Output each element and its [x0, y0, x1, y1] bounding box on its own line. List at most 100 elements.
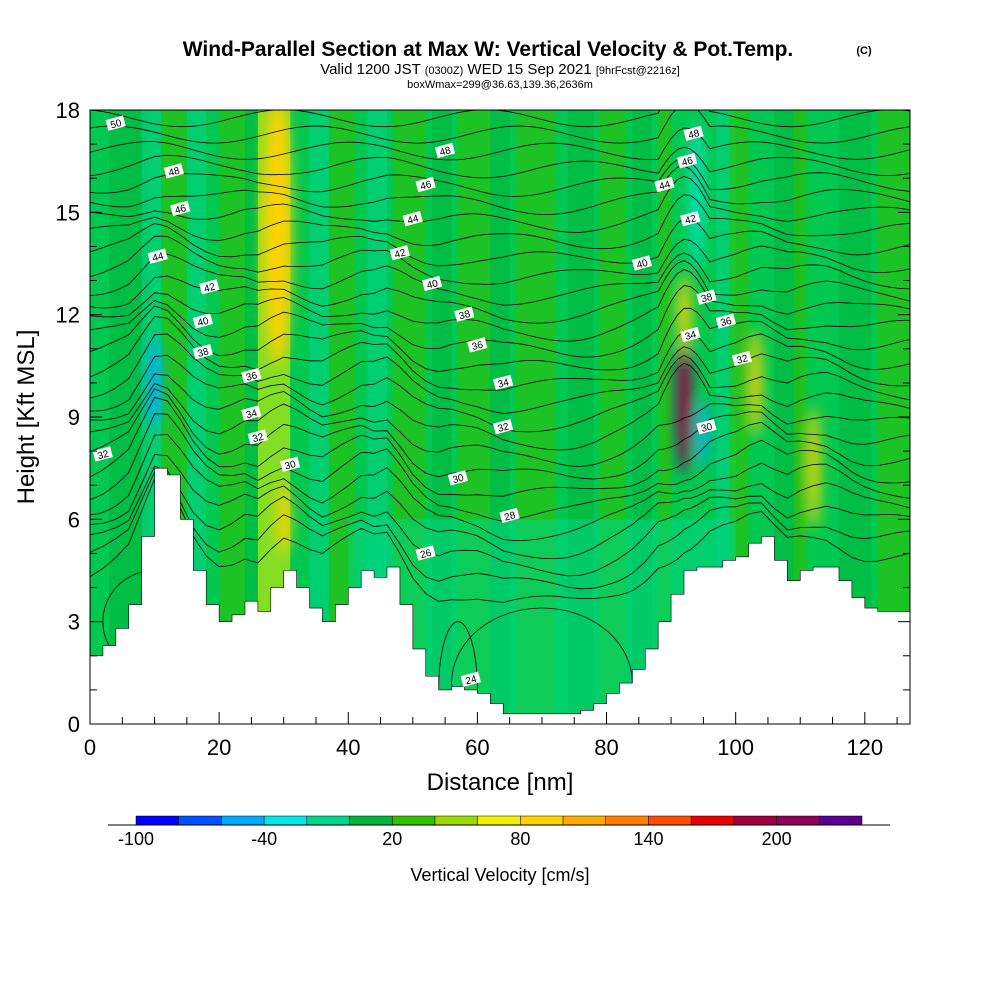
y-tick-label: 15 [56, 200, 80, 225]
colorbar-swatch [819, 815, 863, 826]
theta-contour-label: 32 [92, 446, 113, 463]
theta-contour-label-text: 30 [284, 459, 298, 473]
theta-contour [90, 383, 910, 467]
theta-contour [90, 158, 910, 197]
theta-contour-label: 24 [460, 671, 481, 688]
theta-contour-label-text: 46 [681, 155, 695, 169]
theta-contour-label: 36 [241, 367, 262, 384]
velocity-bands [109, 110, 910, 724]
theta-contour-label-text: 42 [393, 247, 407, 261]
theta-contour-label-text: 40 [636, 258, 650, 272]
theta-contour [90, 110, 910, 144]
theta-contour-label-text: 32 [96, 449, 110, 463]
colorbar-swatch [349, 815, 393, 826]
theta-contour-label: 30 [447, 470, 469, 486]
theta-contour-labels: 50 48 46 44 42 40 38 36 34 32 32 30 48 46 44 42 40 38 36 34… [92, 115, 753, 688]
theta-contour-label: 38 [454, 306, 475, 323]
velocity-band [309, 110, 329, 724]
terrain-fill [90, 467, 910, 724]
colorbar-tick-label: 140 [633, 829, 663, 849]
theta-contour-label-text: 34 [245, 408, 259, 422]
theta-contour-label: 36 [715, 313, 736, 329]
theta-contour [90, 316, 910, 391]
x-tick-label: 100 [717, 735, 754, 760]
theta-contour [90, 478, 910, 603]
theta-contour-label: 42 [199, 279, 220, 295]
theta-contour [90, 217, 910, 267]
theta-contour-label-text: 48 [439, 145, 453, 159]
theta-contour [90, 269, 910, 342]
theta-contour [90, 396, 910, 497]
theta-contour-label: 40 [631, 255, 653, 272]
colorbar-tick-label: 20 [382, 829, 402, 849]
theta-contour-label: 44 [402, 211, 423, 227]
theta-contour-label-text: 30 [700, 421, 714, 435]
theta-contour-label-text: 44 [658, 179, 672, 193]
theta-contour-label: 32 [247, 429, 268, 446]
colorbar-label: Vertical Velocity [cm/s] [410, 865, 589, 885]
x-axis: 0 20 40 60 80 100 120 [84, 712, 898, 760]
subtitle-valid: Valid 1200 JST [320, 61, 420, 78]
theta-contour-label: 38 [696, 289, 717, 306]
colorbar: -100 -40 20 80 140 200 [108, 815, 890, 849]
theta-contour-label-text: 40 [426, 278, 440, 292]
y-tick-label: 3 [68, 610, 80, 635]
theta-contour-label-text: 38 [700, 292, 714, 306]
theta-contour-label: 48 [434, 142, 456, 159]
colorbar-swatch [520, 815, 564, 826]
velocity-feature [691, 120, 703, 271]
theta-contour [90, 285, 910, 358]
theta-contour [90, 194, 910, 250]
theta-contour [90, 252, 910, 306]
x-tick-label: 20 [207, 735, 231, 760]
theta-contour-label: 48 [163, 163, 184, 179]
x-tick-label: 120 [846, 735, 883, 760]
colorbar-tick-label: 80 [510, 829, 530, 849]
y-tick-label: 9 [68, 405, 80, 430]
theta-contour-label-text: 50 [109, 118, 123, 132]
plot-area: 50 48 46 44 42 40 38 36 34 32 32 30 48 46 44 42 40 38 36 34… [90, 110, 910, 724]
theta-contour-label: 32 [731, 350, 753, 367]
y-tick-label: 18 [56, 98, 80, 123]
theta-contour-label: 48 [683, 125, 704, 142]
theta-contour-label: 50 [105, 115, 126, 132]
theta-contour-label: 46 [676, 153, 698, 169]
theta-contours [90, 110, 910, 724]
theta-contour-label: 44 [147, 248, 168, 264]
theta-contour [90, 235, 910, 285]
theta-contour-label: 36 [467, 337, 488, 353]
theta-contour-label-text: 36 [471, 339, 485, 353]
colorbar-swatch [306, 815, 350, 826]
chart-subtitle: Valid 1200 JST (0300Z) WED 15 Sep 2021 [… [320, 61, 680, 78]
x-axis-label: Distance [nm] [427, 769, 574, 796]
theta-contour [90, 471, 910, 590]
colorbar-swatch [434, 815, 478, 826]
velocity-feature [148, 335, 162, 431]
subtitle-utc: (0300Z) [425, 65, 464, 77]
theta-contour-label: 30 [696, 419, 717, 435]
theta-contour-label-text: 24 [464, 674, 478, 688]
x-tick-label: 40 [336, 735, 360, 760]
colorbar-tick-label: 200 [762, 829, 792, 849]
theta-contour-label-text: 46 [419, 179, 433, 193]
theta-contour [90, 175, 910, 233]
colorbar-swatch [263, 815, 308, 826]
y-axis-label: Height [Kft MSL] [13, 330, 40, 505]
theta-contour-label: 32 [492, 419, 514, 435]
colorbar-swatch [221, 815, 265, 826]
colorbar-swatch [178, 815, 222, 826]
theta-contour-label-text: 42 [203, 281, 217, 295]
theta-contour-label: 30 [279, 456, 301, 473]
y-tick-label: 6 [68, 507, 80, 532]
colorbar-swatch [477, 815, 521, 826]
theta-contour-label-text: 38 [458, 309, 472, 323]
colorbar-swatch [135, 815, 179, 826]
colorbar-swatch [690, 815, 735, 826]
theta-contour [90, 305, 910, 373]
theta-contour-label-text: 32 [251, 432, 265, 446]
colorbar-tick-label: -100 [118, 829, 154, 849]
y-tick-label: 12 [56, 303, 80, 328]
theta-contour [90, 127, 910, 161]
theta-contour-label: 42 [680, 211, 701, 227]
